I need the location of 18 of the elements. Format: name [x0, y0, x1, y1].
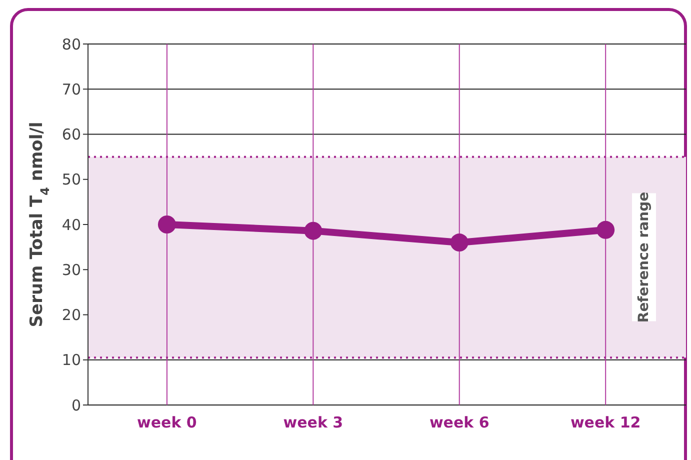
y-tick-label: 30 [62, 260, 81, 279]
x-tick-label: week 3 [283, 414, 344, 432]
point [450, 234, 468, 252]
point [596, 220, 615, 239]
y-tick-label: 0 [71, 396, 81, 414]
x-tick-label: week 6 [429, 414, 490, 432]
y-tick-label: 50 [62, 170, 81, 189]
y-tick-label: 70 [62, 80, 81, 98]
y-tick-label: 80 [62, 35, 81, 54]
point [304, 222, 322, 240]
y-tick-label: 10 [62, 351, 81, 370]
y-tick-label: 60 [62, 126, 81, 144]
band-label: Reference range [636, 192, 652, 323]
x-tick-label: week 0 [137, 414, 197, 432]
point [158, 216, 176, 234]
y-tick-label: 20 [62, 306, 81, 324]
x-tick-label: week 12 [570, 414, 641, 432]
y-tick-label: 40 [62, 216, 81, 234]
